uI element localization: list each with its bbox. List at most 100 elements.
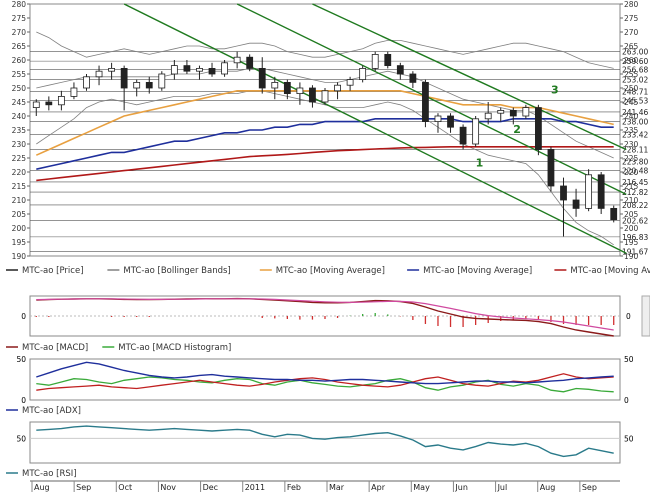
candle-body	[183, 65, 191, 72]
x-tick-label: Sep	[76, 483, 91, 492]
y-tick-label: 50	[624, 434, 634, 443]
y-tick-label: 210	[12, 196, 27, 205]
candle-body	[484, 112, 492, 120]
level-label: 256.68	[622, 65, 648, 74]
y-tick-label: 255	[12, 70, 27, 79]
candle-body	[108, 68, 115, 72]
candle-body	[396, 65, 404, 75]
candle-body	[547, 149, 555, 187]
level-label-bg	[621, 130, 649, 139]
level-label-bg	[621, 107, 649, 116]
y-tick-label: 0	[21, 312, 26, 321]
y-tick-label: 50	[16, 434, 26, 443]
y-tick-label: 255	[624, 70, 639, 79]
candle-body	[346, 79, 354, 86]
candle-body	[585, 174, 593, 209]
level-label: 216.45	[622, 178, 648, 187]
candle-body	[196, 68, 203, 72]
level-label-bg	[621, 87, 649, 96]
y-tick-label: 260	[624, 56, 639, 65]
y-tick-label: 265	[624, 42, 639, 51]
trend-channel-line	[312, 3, 627, 151]
y-tick-label: 245	[12, 98, 27, 107]
y-tick-label: 280	[12, 0, 27, 9]
y-tick-label: 0	[21, 396, 26, 405]
level-label: 263.00	[622, 48, 648, 57]
level-label-bg	[621, 96, 649, 105]
candle-body	[221, 62, 228, 75]
y-tick-label: 200	[12, 224, 27, 233]
level-label-bg	[621, 247, 649, 256]
y-tick-label: 265	[12, 42, 27, 51]
y-tick-label: 220	[12, 168, 27, 177]
y-tick-label: 215	[12, 182, 27, 191]
y-tick-label: 235	[12, 126, 27, 135]
y-tick-label: 270	[624, 28, 639, 37]
level-label: 241.46	[622, 108, 648, 117]
level-label: 220.48	[622, 167, 648, 176]
x-tick-label: 2011	[245, 483, 265, 492]
candle-body	[258, 68, 266, 89]
y-tick-label: 275	[624, 14, 639, 23]
candle-body	[447, 115, 454, 128]
x-tick-label: Nov	[160, 483, 176, 492]
level-label: 228.11	[622, 145, 648, 154]
candle-body	[434, 115, 442, 122]
bollinger-line	[36, 68, 614, 159]
trend-channel-line	[123, 3, 627, 254]
candle-body	[535, 107, 542, 150]
candle-body	[384, 54, 392, 67]
level-label-bg	[621, 65, 649, 74]
y-tick-label: 240	[624, 112, 639, 121]
y-tick-label: 215	[624, 182, 639, 191]
y-tick-label: 195	[12, 238, 27, 247]
candle-body	[133, 82, 141, 89]
y-tick-label: 260	[12, 56, 27, 65]
channel-label: 1	[476, 156, 484, 169]
level-label-bg	[621, 47, 649, 56]
plus-di-line	[36, 376, 614, 393]
y-tick-label: 240	[12, 112, 27, 121]
candle-body	[208, 68, 216, 75]
x-tick-label: Mar	[329, 483, 345, 492]
candle-body	[120, 68, 128, 89]
x-tick-label: May	[413, 483, 430, 492]
level-label-bg	[621, 216, 649, 225]
candle-body	[359, 68, 367, 81]
level-label-bg	[621, 57, 649, 66]
legend-entry: MTC-ao [Moving Average]	[423, 266, 532, 276]
candle-body	[246, 56, 254, 69]
candle-body	[70, 87, 78, 97]
legend-entry: MTC-ao [RSI]	[22, 469, 77, 479]
level-label: 233.42	[622, 130, 648, 139]
y-tick-label: 250	[12, 84, 27, 93]
x-tick-label: Jul	[497, 483, 508, 492]
x-tick-label: Dec	[203, 483, 218, 492]
x-tick-label: Apr	[371, 483, 386, 492]
x-tick-label: Aug	[540, 483, 556, 492]
level-label-bg	[621, 188, 649, 197]
y-tick-label: 250	[624, 84, 639, 93]
adx-line	[36, 361, 614, 385]
macd-side-scrollbar	[641, 295, 650, 337]
level-label: 196.83	[622, 233, 648, 242]
y-tick-label: 200	[624, 224, 639, 233]
candle-body	[509, 110, 517, 117]
y-tick-label: 205	[12, 210, 27, 219]
y-tick-label: 270	[12, 28, 27, 37]
candle-body	[45, 101, 53, 106]
y-tick-label: 50	[624, 355, 634, 364]
level-label-bg	[621, 157, 649, 166]
trend-channel-line	[236, 3, 627, 196]
x-tick-label: Aug	[34, 483, 50, 492]
y-tick-label: 190	[624, 252, 639, 261]
candle-body	[145, 82, 153, 89]
price-panel	[29, 3, 621, 257]
level-label-bg	[621, 75, 649, 84]
candle-body	[334, 84, 341, 92]
candle-body	[409, 73, 417, 83]
candle-body	[271, 82, 279, 89]
x-tick-label: Sep	[582, 483, 597, 492]
y-tick-label: 0	[624, 396, 629, 405]
macd-signal-line	[36, 298, 614, 331]
